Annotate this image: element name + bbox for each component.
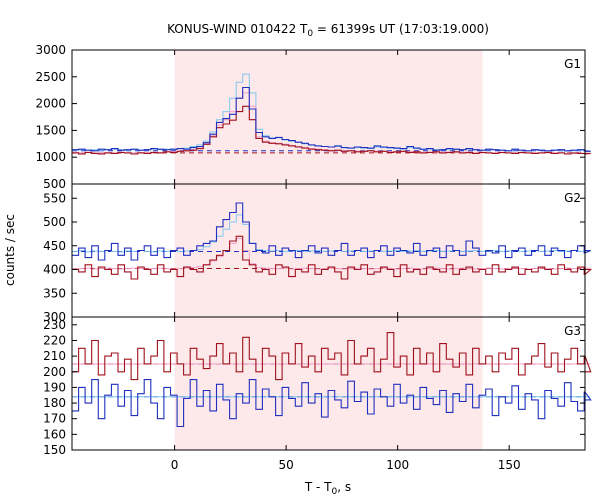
panel-label: G2 — [564, 191, 581, 205]
y-tick-label: 230 — [43, 318, 66, 332]
panel-label: G1 — [564, 57, 581, 71]
series-blue — [72, 202, 591, 261]
y-tick-label: 210 — [43, 349, 66, 363]
y-tick-label: 550 — [43, 191, 66, 205]
panel-label: G3 — [564, 324, 581, 338]
x-tick-label: 100 — [386, 458, 409, 472]
y-tick-label: 150 — [43, 443, 66, 457]
y-tick-label: 300 — [43, 310, 66, 324]
x-axis-label: T - T0, s — [304, 480, 351, 497]
series-blue — [72, 86, 591, 152]
y-tick-label: 500 — [43, 215, 66, 229]
y-tick-label: 2500 — [35, 70, 66, 84]
y-tick-label: 1500 — [35, 123, 66, 137]
y-tick-label: 200 — [43, 365, 66, 379]
y-tick-label: 450 — [43, 239, 66, 253]
series-dark_red — [72, 332, 592, 381]
series-dark_red — [72, 105, 591, 155]
y-tick-label: 400 — [43, 263, 66, 277]
series-blue — [72, 379, 592, 428]
y-tick-label: 160 — [43, 427, 66, 441]
y-tick-label: 2000 — [35, 97, 66, 111]
panel-frame — [71, 316, 586, 451]
x-tick-label: 150 — [498, 458, 521, 472]
y-tick-label: 190 — [43, 380, 66, 394]
y-tick-label: 1000 — [35, 150, 66, 164]
y-tick-label: 3000 — [35, 43, 66, 57]
panels-group: 50010001500200025003000G1300350400450500… — [35, 43, 593, 472]
series-dark_red — [72, 235, 593, 280]
y-tick-label: 170 — [43, 412, 66, 426]
y-tick-label: 500 — [43, 177, 66, 191]
x-tick-label: 50 — [278, 458, 293, 472]
y-tick-label: 180 — [43, 396, 66, 410]
chart-title: KONUS-WIND 010422 T0 = 61399s UT (17:03:… — [167, 22, 489, 39]
y-tick-label: 350 — [43, 286, 66, 300]
panel-g2: 300 350 400 450 500 550 G2 — [43, 183, 593, 324]
y-axis-label: counts / sec — [3, 214, 17, 286]
x-tick-label: 0 — [171, 458, 179, 472]
y-tick-label: 220 — [43, 333, 66, 347]
